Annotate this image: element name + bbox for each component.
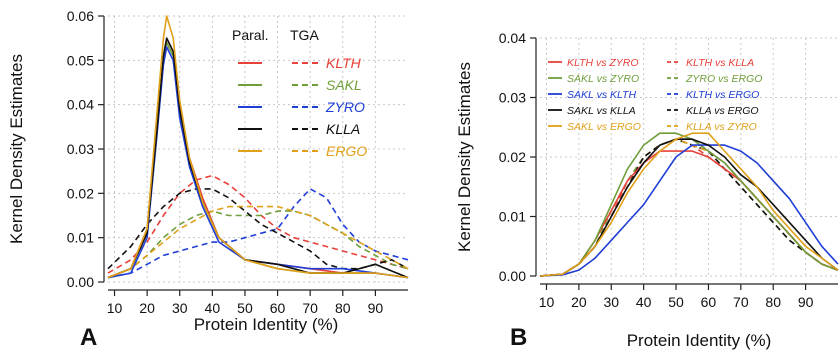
legend: KLTH vs ZYRO SAKL vs ZYRO SAKL vs KLTH SAKL… [548,57,762,133]
y-tick-label: 0.03 [499,90,526,106]
x-tick-label: 80 [765,294,781,310]
y-tick-label: 0.02 [67,185,94,201]
legend-label: SAKL [326,77,362,93]
legend-label: KLLA vs ERGO [686,105,759,117]
y-axis-label: Kernel Density Estimates [7,54,26,244]
y-tick-label: 0.01 [67,230,94,246]
legend-label: KLTH vs ZYRO [567,57,639,69]
x-axis-label: Protein Identity (%) [627,331,772,350]
legend-header-tga: TGA [290,27,319,43]
y-tick-label: 0.05 [67,52,94,68]
x-tick-label: 70 [302,300,318,316]
panel-a: 0.00 0.01 0.02 0.03 0.04 0.05 0.06 10 20 30 40 50 60… [7,8,409,351]
panel-b: 0.00 0.01 0.02 0.03 0.04 10 20 30 40 50 60 70 80 90 Ke… [455,30,839,351]
x-tick-label: 10 [539,294,555,310]
legend-label: ZYRO [325,99,365,115]
x-tick-label: 20 [571,294,587,310]
y-tick-label: 0.01 [499,209,526,225]
legend-label: SAKL vs ERGO [567,121,641,133]
series-line-sakl-dashed [107,210,409,279]
x-tick-label: 10 [107,300,123,316]
x-tick-label: 30 [603,294,619,310]
legend-label: KLTH [326,55,362,71]
y-tick-label: 0.00 [67,274,94,290]
y-axis-label: Kernel Density Estimates [455,62,474,252]
x-tick-label: 80 [335,300,351,316]
x-axis-label: Protein Identity (%) [194,315,339,334]
series-group [539,132,839,277]
legend-label: KLTH vs KLLA [686,57,754,69]
x-tick-label: 30 [172,300,188,316]
legend-label: SAKL vs ZYRO [567,73,639,85]
x-tick-label: 70 [733,294,749,310]
legend: Paral. TGA KLTH SAKL ZYRO KLLA ERGO [232,27,367,159]
legend-label: KLTH vs ERGO [686,89,759,101]
y-tick-label: 0.06 [67,8,94,24]
legend-label: ERGO [326,143,367,159]
series-group [107,15,409,279]
x-tick-label: 60 [270,300,286,316]
x-tick-label: 90 [368,300,384,316]
panel-label: A [80,324,97,351]
panel-label: B [510,324,527,351]
y-tick-label: 0.00 [499,268,526,284]
x-tick-label: 50 [668,294,684,310]
series-line-sakl-vs-ergo-solid [539,132,839,277]
x-tick-label: 40 [205,300,221,316]
x-tick-label: 20 [139,300,155,316]
series-line-sakl-vs-klth-solid [539,144,839,277]
series-line-ergo-solid [107,15,409,279]
legend-label: SAKL vs KLTH [567,89,636,101]
x-tick-label: 50 [237,300,253,316]
y-tick-label: 0.04 [67,97,94,113]
legend-label: ZYRO vs ERGO [685,73,762,85]
series-line-klla-dashed [107,188,409,270]
series-line-ergo-dashed [107,205,409,279]
legend-label: SAKL vs KLLA [567,105,636,117]
legend-label: KLLA vs ZYRO [686,121,757,133]
legend-label: KLLA [326,121,360,137]
x-tick-label: 60 [701,294,717,310]
series-line-klth-dashed [107,174,409,274]
x-tick-label: 40 [636,294,652,310]
x-tick-label: 90 [798,294,814,310]
y-tick-label: 0.04 [499,30,526,46]
y-tick-label: 0.02 [499,149,526,165]
legend-header-paral: Paral. [232,27,269,43]
y-tick-label: 0.03 [67,141,94,157]
